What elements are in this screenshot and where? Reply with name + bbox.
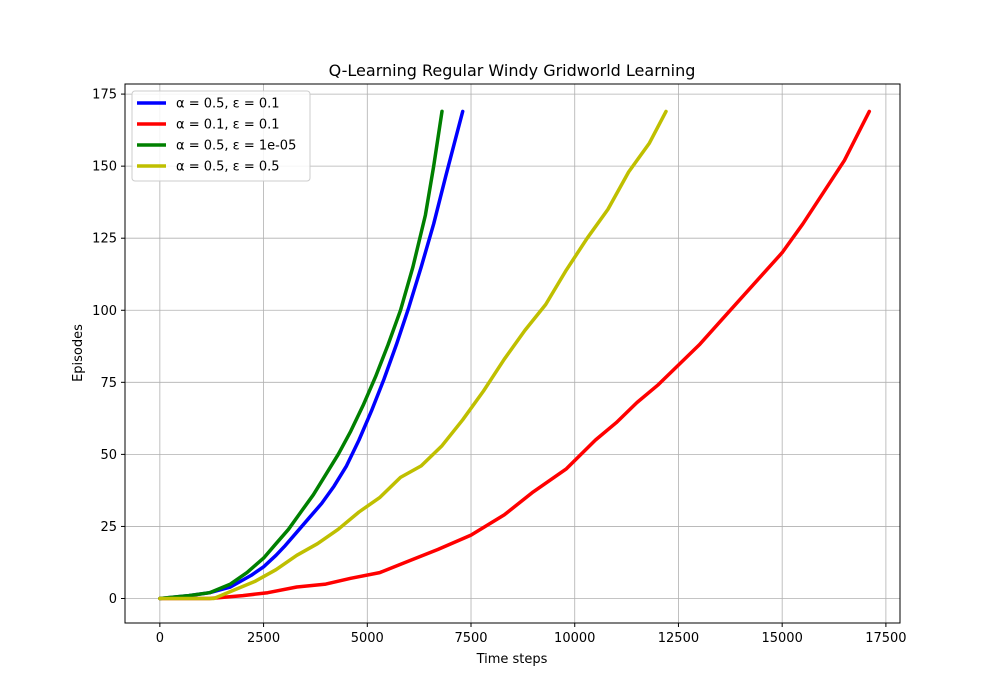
chart-title: Q-Learning Regular Windy Gridworld Learn… [329, 61, 696, 80]
y-tick-label: 150 [92, 160, 117, 175]
legend-label-1: α = 0.5, ε = 0.1 [176, 97, 280, 112]
y-tick-label: 100 [92, 304, 117, 319]
grid [125, 84, 900, 623]
x-tick-label: 5000 [351, 631, 384, 646]
series-line-4 [158, 109, 668, 601]
legend-box [131, 90, 311, 182]
series-line-1 [158, 109, 465, 601]
legend: α = 0.5, ε = 0.1 α = 0.1, ε = 0.1 α = 0.5,… [131, 90, 311, 182]
x-tick-label: 0 [156, 631, 164, 646]
y-tick-label: 25 [100, 520, 117, 535]
legend-label-2: α = 0.1, ε = 0.1 [176, 118, 280, 133]
series-line-2 [158, 109, 872, 601]
x-axis-label: Time steps [476, 652, 548, 667]
y-tick-label: 75 [100, 376, 117, 391]
x-tick-label: 17500 [865, 631, 906, 646]
x-tick-label: 2500 [247, 631, 280, 646]
x-tick-label: 12500 [658, 631, 699, 646]
x-tick-label: 15000 [761, 631, 802, 646]
y-tick-label: 175 [92, 88, 117, 103]
x-tick-label: 10000 [554, 631, 595, 646]
series-lines [158, 109, 872, 601]
x-tick-label: 7500 [454, 631, 487, 646]
series-line-3 [158, 109, 444, 601]
y-tick-label: 50 [100, 448, 117, 463]
y-tick-label: 0 [109, 592, 117, 607]
y-tick-label: 125 [92, 232, 117, 247]
axis-ticks: 0 2500 5000 7500 10000 12500 15000 17500 0 25 50 75… [92, 88, 906, 646]
y-axis-label: Episodes [71, 324, 86, 382]
legend-label-4: α = 0.5, ε = 0.5 [176, 160, 280, 175]
legend-label-3: α = 0.5, ε = 1e-05 [176, 139, 296, 154]
plot-frame [124, 83, 901, 624]
